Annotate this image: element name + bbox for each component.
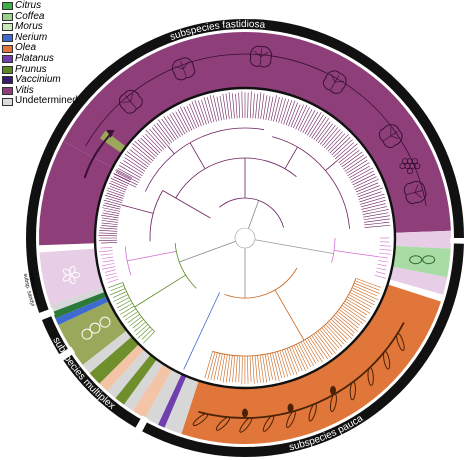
legend-swatch — [2, 66, 13, 74]
olive-fruit — [288, 404, 294, 413]
legend-item: Citrus — [2, 1, 78, 12]
legend-item: Vaccinium — [2, 75, 78, 86]
olive-fruit — [330, 386, 336, 395]
legend-item: Undetermined — [2, 96, 78, 107]
segment-vitis-light — [395, 231, 451, 249]
legend-swatch — [2, 76, 13, 84]
legend-label: Citrus — [15, 1, 41, 12]
legend-label: Platanus — [15, 54, 54, 65]
legend-item: Nerium — [2, 33, 78, 44]
legend-swatch — [2, 34, 13, 42]
host-legend: Citrus Coffea Morus Nerium Olea Platanus Prunu… — [2, 1, 78, 107]
legend-swatch — [2, 45, 13, 53]
inner-circle — [95, 88, 395, 388]
legend-swatch — [2, 98, 13, 106]
legend-label: Undetermined — [15, 96, 78, 107]
legend-item: Platanus — [2, 54, 78, 65]
legend-swatch — [2, 23, 13, 31]
ring-gap — [450, 238, 469, 244]
legend-swatch — [2, 2, 13, 10]
legend-swatch — [2, 87, 13, 95]
legend-swatch — [2, 55, 13, 63]
olive-fruit — [242, 409, 248, 418]
legend-swatch — [2, 13, 13, 21]
inner-circle-border — [95, 88, 395, 388]
